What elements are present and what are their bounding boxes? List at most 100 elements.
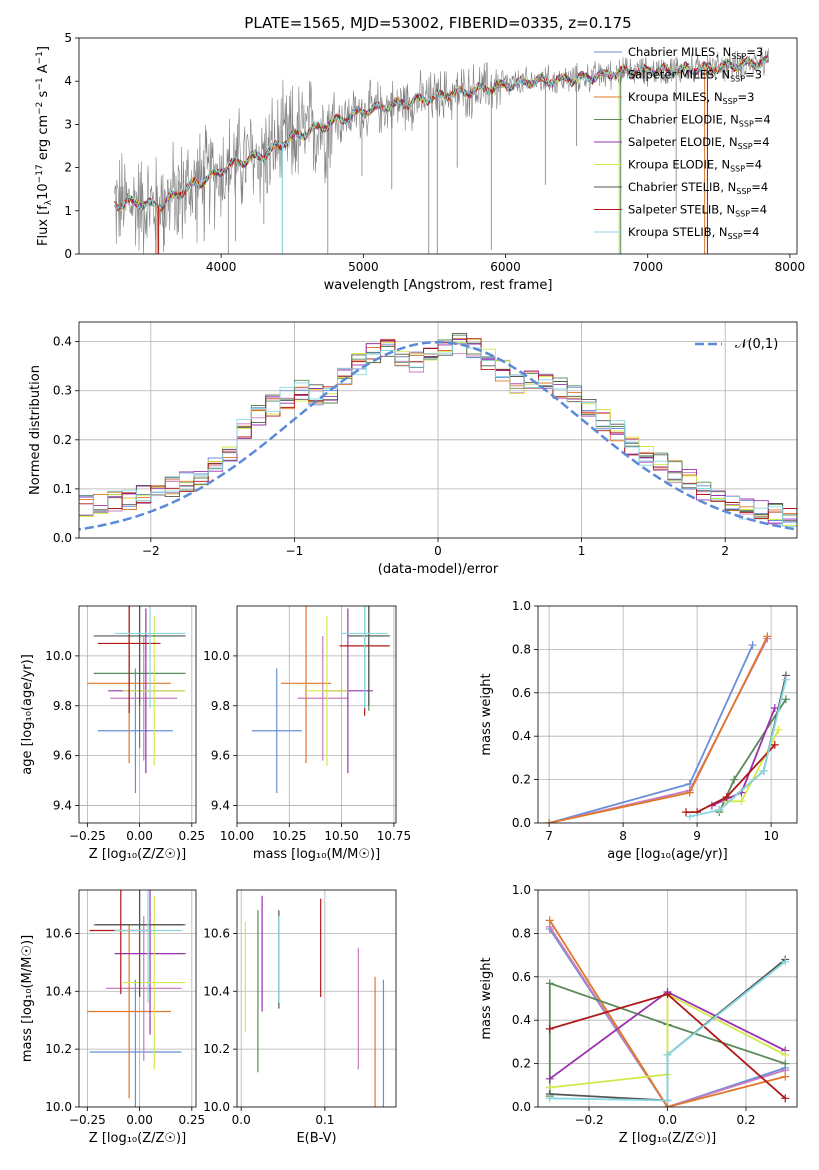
x-tick-label: 10.00 <box>220 829 254 843</box>
y-tick-label: 0.4 <box>53 335 72 349</box>
plot-area-weight_vs_Z <box>538 890 797 1107</box>
y-axis-label: age [log₁₀(age/yr)] <box>20 654 35 775</box>
y-tick-label: 9.4 <box>211 799 230 813</box>
weight-marker <box>781 1072 790 1081</box>
x-tick-label: 0.25 <box>178 1113 205 1127</box>
legend-tail: =4 <box>751 180 768 194</box>
y-tick-label: 3 <box>64 117 72 131</box>
y-tick-label: 1.0 <box>512 599 531 613</box>
legend-text: Salpeter ELODIE, N <box>628 135 738 149</box>
legend-label: Salpeter MILES, NSSP=3 <box>628 68 762 84</box>
plot-area-mass_vs_Z <box>79 890 196 1107</box>
weight-line <box>689 679 787 818</box>
legend-tail: =3 <box>738 90 755 104</box>
y-tick-label: 5 <box>64 31 72 45</box>
y-label-part: A <box>36 64 51 77</box>
y-axis-label: Flux [fλ10−17 erg cm−2 s−1 A−1] <box>35 46 54 246</box>
weight-marker <box>682 808 690 817</box>
y-label-part: erg cm <box>36 115 51 164</box>
legend-tail: =4 <box>750 203 767 217</box>
x-tick-label: 1 <box>578 544 586 558</box>
axes-frame <box>78 37 798 255</box>
weight-marker <box>663 1096 672 1105</box>
legend-tail: =3 <box>746 45 763 59</box>
legend-label: Kroupa STELIB, NSSP=4 <box>628 225 759 241</box>
y-tick-label: 10.0 <box>203 1100 230 1114</box>
x-axis-label: E(B-V) <box>296 1131 336 1146</box>
y-tick-label: 9.4 <box>53 799 72 813</box>
y-tick-label: 4 <box>64 74 72 88</box>
axes-weight_vs_age: 7 8 9 10 0.0 0.2 0.4 0.6 0.8 1.0 age [log₁₀(age/yr… <box>479 599 798 862</box>
axes-spectrum: 4000 5000 6000 7000 8000 0 1 2 3 4 5 wavelength [An… <box>35 31 805 293</box>
axes-frame <box>236 889 397 1108</box>
weight-marker <box>715 805 724 814</box>
x-tick-label: 0.0 <box>658 1113 677 1127</box>
y-tick-label: 0.6 <box>512 686 531 700</box>
x-tick-label: 0.00 <box>126 829 153 843</box>
spectrum-model-line <box>114 55 769 211</box>
y-tick-label: 0.8 <box>512 642 531 656</box>
y-label-part: ] <box>36 46 51 51</box>
x-tick-label: 8000 <box>775 260 806 274</box>
weight-marker <box>722 792 731 801</box>
legend-text: Salpeter STELIB, N <box>628 203 735 217</box>
axes-age_vs_mass: 10.00 10.25 10.50 10.75 9.4 9.6 9.8 10.0 mass [l… <box>203 605 411 862</box>
x-axis-label: mass [log₁₀(M/M☉)] <box>253 847 380 862</box>
weight-marker <box>781 675 790 684</box>
axes-frame <box>78 605 197 824</box>
histogram-step <box>79 338 797 528</box>
y-tick-label: 0.3 <box>53 384 72 398</box>
x-tick-label: 0.0 <box>232 1113 251 1127</box>
weight-line <box>549 926 786 1107</box>
x-axis-label: age [log₁₀(age/yr)] <box>607 847 728 862</box>
x-tick-label: 10.25 <box>272 829 306 843</box>
x-tick-label: −0.25 <box>69 829 106 843</box>
y-tick-label: 10.2 <box>45 1042 72 1056</box>
x-tick-label: −0.25 <box>69 1113 106 1127</box>
axes-frame <box>537 889 798 1108</box>
y-label-part: Flux [f <box>36 205 51 246</box>
weight-marker <box>770 740 779 749</box>
histogram-step <box>79 338 797 524</box>
legend-text: Salpeter MILES, N <box>628 68 730 82</box>
weight-marker <box>663 990 672 999</box>
y-label-part: −2 <box>35 102 45 115</box>
y-tick-label: 0.8 <box>512 926 531 940</box>
x-tick-label: −2 <box>142 544 160 558</box>
weight-marker <box>781 957 790 966</box>
weight-marker <box>545 819 554 823</box>
x-axis-label: Z [log₁₀(Z/Z☉)] <box>89 1131 186 1146</box>
legend-tail: =3 <box>745 68 762 82</box>
x-axis-label: (data-model)/error <box>378 562 499 577</box>
legend-tail: =4 <box>754 113 771 127</box>
y-tick-label: 10.0 <box>45 1100 72 1114</box>
plot-area-weight_vs_age <box>538 606 797 823</box>
x-tick-label: 0.00 <box>126 1113 153 1127</box>
figure-title: PLATE=1565, MJD=53002, FIBERID=0335, z=0… <box>244 14 631 32</box>
x-tick-label: 4000 <box>206 260 237 274</box>
weight-marker <box>730 775 739 784</box>
weight-marker <box>781 1059 790 1068</box>
y-axis-label: Normed distribution <box>28 365 43 495</box>
x-tick-label: 9 <box>693 829 701 843</box>
weight-line <box>549 919 786 1107</box>
legend-label: Kroupa ELODIE, NSSP=4 <box>628 158 762 174</box>
axes-frame <box>78 321 798 539</box>
x-tick-label: 0.1 <box>315 1113 334 1127</box>
y-label-part: 10 <box>36 183 51 200</box>
y-tick-label: 10.6 <box>203 926 230 940</box>
x-tick-label: −1 <box>286 544 304 558</box>
weight-marker <box>545 916 554 925</box>
weight-marker <box>545 1074 554 1083</box>
y-axis-label: mass weight <box>479 957 494 1039</box>
x-tick-label: 7 <box>545 829 553 843</box>
plot-area-spectrum <box>114 46 769 254</box>
weight-marker <box>545 1024 554 1033</box>
weight-marker <box>545 979 554 988</box>
y-tick-label: 0.0 <box>53 531 72 545</box>
legend-sub: SSP <box>735 210 750 219</box>
legend-sub: SSP <box>723 97 738 106</box>
y-tick-label: 10.4 <box>45 984 72 998</box>
x-tick-label: 0.2 <box>736 1113 755 1127</box>
